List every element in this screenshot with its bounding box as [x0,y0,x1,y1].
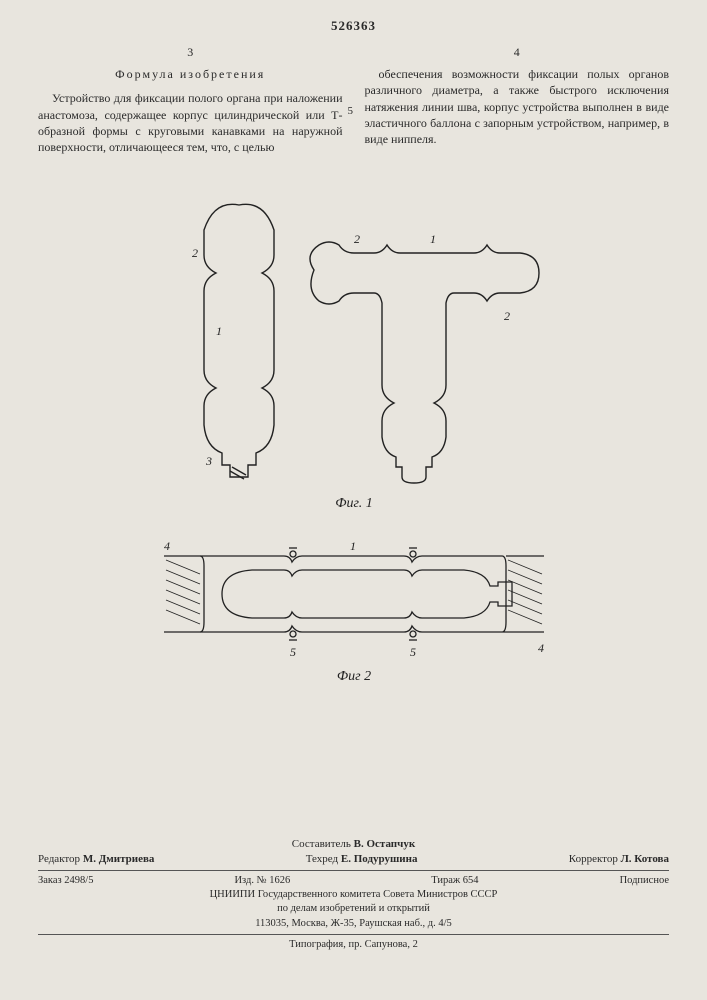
org-address: 113035, Москва, Ж-35, Раушская наб., д. … [38,917,669,931]
left-paragraph: Устройство для фиксации полого органа пр… [38,90,343,155]
izd-number: Изд. № 1626 [234,874,290,888]
claims-heading: Формула изобретения [38,66,343,82]
document-number: 526363 [38,18,669,34]
corr-label: Корректор [569,853,618,865]
fig1-label-2: 2 [192,246,198,260]
page-number-left: 3 [38,44,343,60]
right-paragraph: обеспечения возможности фиксации полых о… [365,66,670,147]
fig2-label-5l: 5 [290,645,296,659]
editor-label: Редактор [38,853,80,865]
fig2-label-4l: 4 [164,539,170,553]
fig1-label-1: 1 [216,324,222,338]
tirazh: Тираж 654 [431,874,478,888]
signed: Подписное [620,874,669,888]
typography: Типография, пр. Сапунова, 2 [38,938,669,952]
fig2-label-1: 1 [350,539,356,553]
editor-name: М. Дмитриева [83,853,155,865]
fig1-label-2c: 2 [504,309,510,323]
order-number: Заказ 2498/5 [38,874,93,888]
line-number-5: 5 [348,105,354,117]
org-line-1: ЦНИИПИ Государственного комитета Совета … [38,888,669,902]
fig1-label-2b: 2 [354,232,360,246]
left-column: 3 Формула изобретения Устройство для фик… [38,44,343,155]
fig2-label-4r: 4 [538,641,544,655]
org-line-2: по делам изобретений и открытий [38,902,669,916]
compiler-label: Составитель [292,838,351,850]
fig2-label-5r: 5 [410,645,416,659]
right-column: 4 обеспечения возможности фиксации полых… [365,44,670,155]
figure-1: 2 1 3 2 1 2 Фиг. 1 [144,185,564,515]
page-number-right: 4 [365,44,670,60]
fig1-label-3: 3 [205,454,212,468]
text-columns: 3 Формула изобретения Устройство для фик… [38,44,669,155]
corr-name: Л. Котова [621,853,669,865]
fig1-caption: Фиг. 1 [335,496,373,511]
fig1-label-1b: 1 [430,232,436,246]
figure-2: 4 1 4 5 5 Фиг 2 [134,526,574,686]
colophon: Составитель В. Остапчук Редактор М. Дмит… [38,837,669,952]
fig2-caption: Фиг 2 [336,669,370,684]
figures-block: 2 1 3 2 1 2 Фиг. 1 [38,185,669,691]
tech-label: Техред [306,853,338,865]
compiler-name: В. Остапчук [354,838,416,850]
tech-name: Е. Подурушина [341,853,418,865]
